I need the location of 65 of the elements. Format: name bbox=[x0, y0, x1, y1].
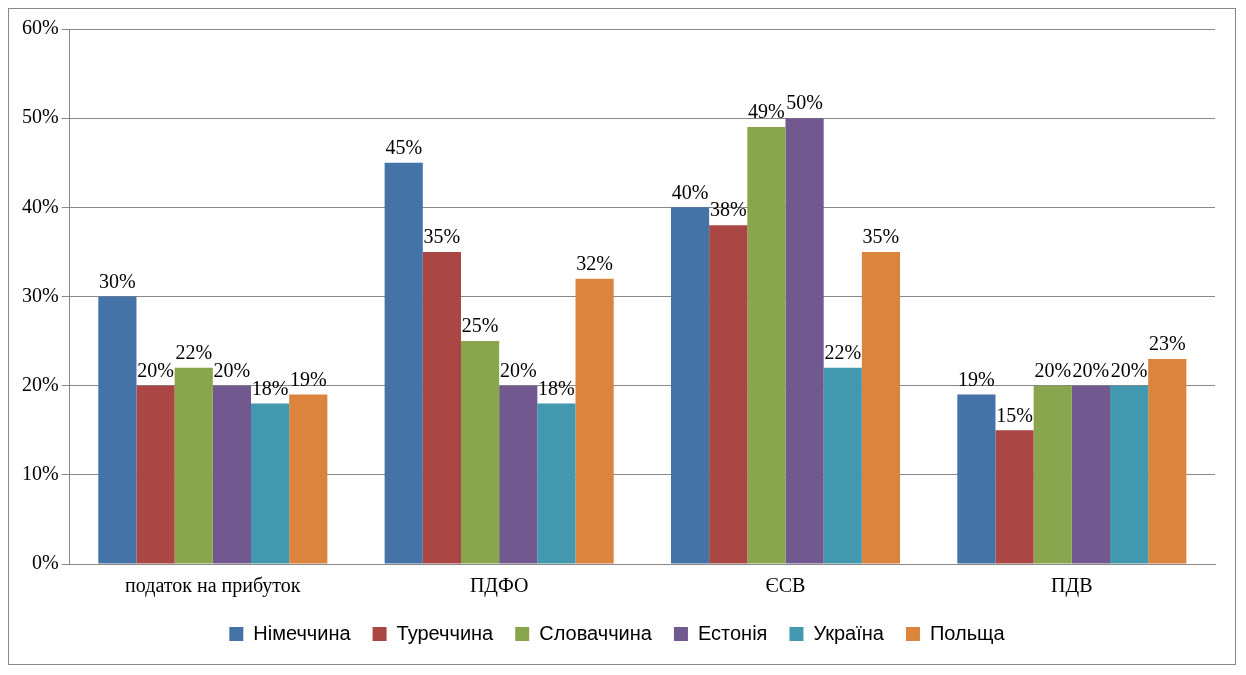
y-tick-label: 30% bbox=[21, 283, 59, 306]
bar bbox=[384, 162, 423, 564]
x-tick-label: ПДВ bbox=[1051, 574, 1093, 598]
data-label: 22% bbox=[175, 341, 213, 364]
bar bbox=[861, 251, 901, 564]
bar bbox=[747, 127, 786, 564]
legend-label: Туреччина bbox=[396, 621, 495, 644]
x-tick-label: ПДФО bbox=[469, 574, 529, 598]
bar bbox=[670, 207, 710, 564]
y-tick-label: 60% bbox=[21, 16, 59, 39]
bar bbox=[422, 251, 461, 564]
data-label: 20% bbox=[1034, 358, 1072, 381]
bar bbox=[212, 385, 252, 564]
legend-label: Словаччина bbox=[539, 621, 653, 644]
data-label: 35% bbox=[862, 225, 900, 248]
legend-label: Німеччина bbox=[253, 621, 352, 644]
data-label: 38% bbox=[709, 198, 747, 221]
data-label: 45% bbox=[385, 136, 423, 158]
bar bbox=[289, 394, 328, 564]
bar bbox=[823, 367, 862, 564]
y-tick-label: 10% bbox=[21, 462, 59, 485]
bar bbox=[1071, 385, 1111, 564]
legend-label: Україна bbox=[813, 621, 885, 644]
data-label: 20% bbox=[1110, 358, 1148, 381]
data-label: 18% bbox=[251, 376, 289, 399]
data-label: 20% bbox=[1072, 358, 1110, 381]
data-label: 23% bbox=[1148, 332, 1186, 355]
data-label: 18% bbox=[538, 376, 575, 399]
bar bbox=[136, 385, 175, 564]
x-tick-label: ЄСВ bbox=[765, 574, 806, 597]
y-tick-label: 40% bbox=[21, 194, 59, 217]
bar bbox=[957, 394, 996, 564]
data-label: 20% bbox=[137, 358, 174, 381]
bar bbox=[537, 403, 576, 564]
bar bbox=[499, 385, 538, 564]
legend-label: Польща bbox=[929, 621, 1006, 644]
data-label: 20% bbox=[213, 358, 251, 381]
bar bbox=[174, 367, 213, 564]
data-label: 22% bbox=[824, 341, 862, 364]
data-label: 40% bbox=[671, 180, 709, 203]
data-label: 20% bbox=[499, 358, 537, 381]
data-label: 30% bbox=[99, 269, 136, 292]
bar bbox=[575, 278, 614, 564]
y-tick-label: 50% bbox=[21, 105, 59, 128]
bar bbox=[1033, 385, 1072, 564]
data-label: 35% bbox=[423, 225, 461, 248]
y-tick-label: 20% bbox=[21, 372, 59, 395]
bar bbox=[709, 225, 748, 564]
data-label: 19% bbox=[289, 367, 327, 390]
bar bbox=[98, 296, 137, 564]
bar bbox=[251, 403, 290, 564]
x-tick-label: податок на прибуток bbox=[125, 574, 301, 598]
bar bbox=[785, 118, 824, 564]
data-label: 32% bbox=[576, 251, 613, 274]
bar bbox=[1148, 358, 1187, 564]
data-label: 19% bbox=[958, 367, 995, 390]
bar bbox=[1110, 385, 1149, 564]
data-label: 15% bbox=[996, 403, 1033, 426]
bar bbox=[995, 430, 1034, 564]
data-label: 25% bbox=[461, 314, 499, 337]
bar bbox=[460, 341, 500, 564]
legend-label: Естонія bbox=[697, 621, 768, 644]
y-tick-label: 0% bbox=[31, 551, 59, 574]
data-label: 49% bbox=[748, 100, 785, 123]
data-label: 50% bbox=[786, 91, 823, 114]
